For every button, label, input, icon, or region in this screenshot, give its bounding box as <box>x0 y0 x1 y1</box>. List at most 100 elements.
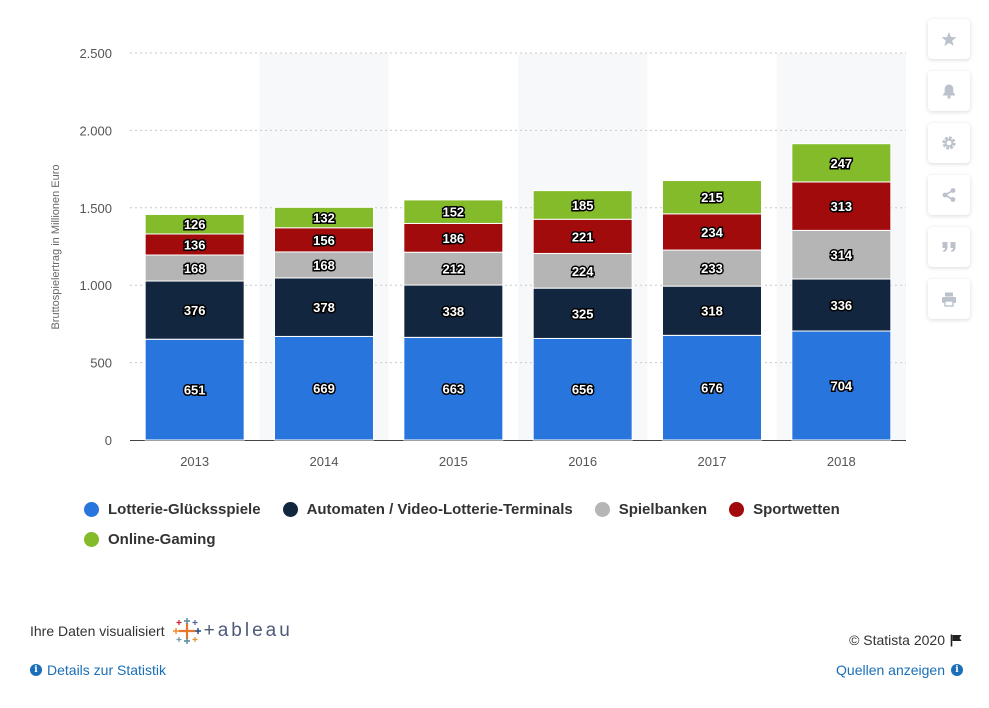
bar-segment <box>403 251 504 286</box>
bar-segment <box>791 229 892 280</box>
notification-button[interactable] <box>928 71 970 111</box>
copyright-notice: © Statista 2020 <box>849 632 963 648</box>
data-label: 247 <box>830 156 852 171</box>
cite-button[interactable] <box>928 227 970 267</box>
legend-swatch <box>594 501 610 517</box>
sources-link[interactable]: Quellen anzeigen i <box>836 662 963 678</box>
bar-segment <box>403 284 504 338</box>
data-label: 669 <box>313 381 335 396</box>
gear-icon <box>942 136 956 150</box>
data-label: 168 <box>184 261 206 276</box>
bar-segment <box>274 206 374 229</box>
legend-label: Lotterie-Glücksspiele <box>108 500 261 518</box>
x-tick-label: 2013 <box>180 454 209 469</box>
data-label: 212 <box>442 262 464 277</box>
data-label: 132 <box>313 211 335 226</box>
bar-segment <box>144 338 245 441</box>
tableau-cross-icon <box>172 618 201 644</box>
legend-item[interactable]: Spielbanken <box>594 498 708 520</box>
data-label: 313 <box>830 199 852 214</box>
favorite-button[interactable] <box>928 19 970 59</box>
legend-label: Online-Gaming <box>108 530 216 548</box>
data-label: 215 <box>701 190 723 205</box>
share-icon <box>942 188 956 202</box>
legend-label: Spielbanken <box>618 500 708 518</box>
bar-segment <box>144 254 245 282</box>
data-label: 156 <box>313 233 335 248</box>
flag-icon[interactable] <box>950 634 963 647</box>
quote-icon <box>942 242 956 252</box>
data-label: 336 <box>830 298 852 313</box>
legend-label: Sportwetten <box>753 500 840 518</box>
bar-segment <box>662 285 762 336</box>
details-link[interactable]: i Details zur Statistik <box>30 662 166 678</box>
y-tick-label: 1.500 <box>79 201 112 216</box>
data-label: 185 <box>572 198 594 213</box>
details-link-label: Details zur Statistik <box>47 662 167 678</box>
bar-segment <box>662 213 762 251</box>
print-icon <box>942 292 956 307</box>
data-label: 376 <box>184 303 206 318</box>
sources-link-label: Quellen anzeigen <box>836 662 945 678</box>
copyright-text: © Statista 2020 <box>849 632 945 648</box>
share-button[interactable] <box>928 175 970 215</box>
bell-icon <box>943 84 955 99</box>
tableau-wordmark: +ableau <box>203 620 293 641</box>
bar-segment <box>662 180 762 215</box>
bar-segment <box>532 218 633 254</box>
data-label: 656 <box>572 382 594 397</box>
bar-segment <box>532 287 633 339</box>
bar-segment <box>532 252 633 289</box>
bar-segment <box>791 330 892 441</box>
y-tick-label: 0 <box>105 433 112 448</box>
data-label: 152 <box>442 205 464 220</box>
y-tick-label: 2.500 <box>79 46 112 61</box>
legend-item[interactable]: Online-Gaming <box>84 528 216 550</box>
bar-segment <box>662 249 762 287</box>
bar-segment <box>662 334 762 441</box>
y-tick-label: 500 <box>90 356 112 371</box>
legend-swatch <box>84 501 99 517</box>
data-label: 338 <box>442 304 464 319</box>
data-label: 136 <box>184 237 206 252</box>
data-label: 186 <box>442 231 464 246</box>
data-label: 378 <box>313 300 335 315</box>
info-icon: i <box>30 664 42 676</box>
y-tick-label: 1.000 <box>79 278 112 293</box>
legend-swatch <box>84 531 99 547</box>
bar-segment <box>403 336 504 441</box>
data-label: 676 <box>701 381 723 396</box>
bar-segment <box>532 190 633 220</box>
bar-segment <box>144 213 245 235</box>
data-label: 168 <box>313 258 335 273</box>
bar-segment <box>274 335 374 441</box>
bar-segment <box>403 222 504 253</box>
x-tick-label: 2016 <box>568 454 597 469</box>
info-icon: i <box>951 664 963 676</box>
tableau-prefix: Ihre Daten visualisiert <box>30 623 165 639</box>
data-label: 224 <box>572 264 594 279</box>
settings-button[interactable] <box>928 123 970 163</box>
legend-item[interactable]: Lotterie-Glücksspiele <box>84 498 261 520</box>
data-label: 318 <box>701 304 723 319</box>
legend-item[interactable]: Automaten / Video-Lotterie-Terminals <box>282 498 573 520</box>
x-tick-label: 2014 <box>310 454 339 469</box>
bar-segment <box>791 143 892 183</box>
data-label: 314 <box>830 248 852 263</box>
data-label: 126 <box>184 217 206 232</box>
data-label: 651 <box>184 383 206 398</box>
bar-segment <box>791 278 892 332</box>
bar-segment <box>403 199 504 224</box>
star-icon <box>941 32 957 46</box>
bar-segment <box>532 337 633 441</box>
x-tick-label: 2015 <box>439 454 468 469</box>
data-label: 221 <box>572 229 594 244</box>
data-label: 233 <box>701 261 723 276</box>
y-tick-label: 2.000 <box>79 123 112 138</box>
tableau-attribution[interactable]: Ihre Daten visualisiert +ableau <box>30 617 293 645</box>
legend-item[interactable]: Sportwetten <box>729 498 840 520</box>
data-label: 663 <box>442 382 464 397</box>
print-button[interactable] <box>928 279 970 319</box>
x-tick-label: 2018 <box>827 454 856 469</box>
